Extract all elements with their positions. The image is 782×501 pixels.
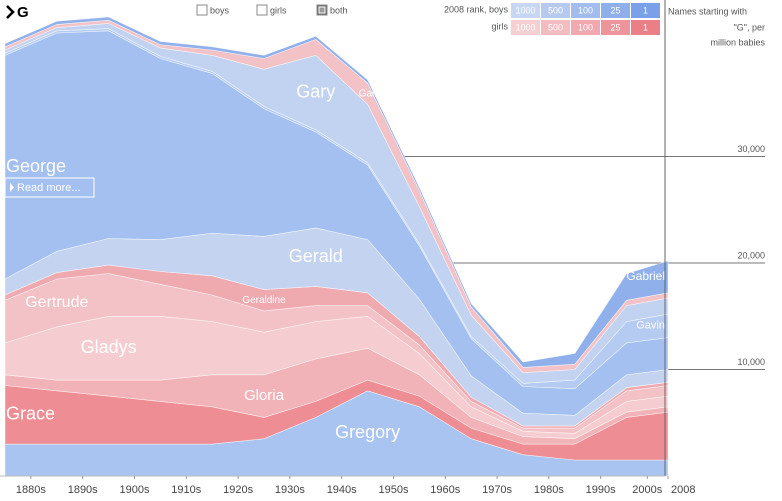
- series-label: Gertrude: [25, 294, 88, 311]
- rank-value[interactable]: 1: [643, 22, 648, 32]
- x-tick-label: 1900s: [120, 484, 150, 496]
- y-tick-label: 30,000: [737, 144, 765, 154]
- x-tick-label: 2008: [671, 484, 695, 496]
- series-label: Geraldine: [242, 295, 286, 306]
- series-label: Gregory: [335, 422, 400, 442]
- x-tick-label: 1890s: [68, 484, 98, 496]
- series-label: George: [6, 156, 66, 176]
- rank-value[interactable]: 1000: [515, 5, 535, 15]
- y-tick-label: 20,000: [737, 250, 765, 260]
- filter-label[interactable]: boys: [210, 5, 230, 15]
- series-label: Gary: [296, 81, 335, 101]
- units-note: million babies: [710, 37, 765, 47]
- x-tick-label: 1990s: [586, 484, 616, 496]
- filter-checkbox[interactable]: [196, 4, 208, 16]
- series-label: Gerald: [289, 246, 343, 266]
- search-text[interactable]: G: [17, 4, 29, 21]
- filter-checkbox[interactable]: [256, 4, 268, 16]
- checkbox-inner: [318, 6, 326, 14]
- rank-box[interactable]: [571, 20, 600, 35]
- x-tick-label: 1940s: [327, 484, 357, 496]
- x-tick-label: 1950s: [378, 484, 408, 496]
- rank-box[interactable]: [511, 3, 540, 18]
- x-tick-label: 1960s: [430, 484, 460, 496]
- rank-value[interactable]: 100: [578, 5, 593, 15]
- rank-box[interactable]: [601, 20, 630, 35]
- filter-label[interactable]: both: [330, 5, 348, 15]
- rank-label: 2008 rank, boys: [444, 4, 509, 14]
- read-more-button[interactable]: Read more...: [4, 177, 95, 198]
- read-more-arrow: [10, 183, 14, 192]
- units-note: Names starting with: [668, 6, 747, 16]
- y-tick-label: 10,000: [737, 357, 765, 367]
- rank-value[interactable]: 500: [548, 5, 563, 15]
- series-label: Grace: [6, 404, 55, 424]
- rank-box[interactable]: [571, 3, 600, 18]
- units-note: "G", per: [734, 22, 765, 32]
- rank-box[interactable]: [631, 20, 660, 35]
- filter-label[interactable]: girls: [270, 5, 287, 15]
- x-tick-label: 1970s: [482, 484, 512, 496]
- rank-label: girls: [491, 21, 508, 31]
- rank-value[interactable]: 25: [610, 22, 620, 32]
- read-more-label[interactable]: Read more...: [17, 182, 81, 194]
- x-tick-label: 1930s: [275, 484, 305, 496]
- area: [4, 16, 669, 368]
- rank-value[interactable]: 25: [610, 5, 620, 15]
- rank-value[interactable]: 500: [548, 22, 563, 32]
- rank-box[interactable]: [541, 3, 570, 18]
- rank-value[interactable]: 1: [643, 5, 648, 15]
- series-label: Gabriel: [626, 269, 665, 283]
- series-label: Gladys: [81, 337, 137, 357]
- x-tick-label: 1920s: [223, 484, 253, 496]
- series-label: Gail: [359, 88, 377, 99]
- rank-box[interactable]: [511, 20, 540, 35]
- rank-box[interactable]: [601, 3, 630, 18]
- series-label: Gavin: [636, 320, 665, 332]
- rank-value[interactable]: 1000: [515, 22, 535, 32]
- series-label: Gloria: [244, 387, 285, 404]
- x-tick-label: 2000s: [632, 484, 662, 496]
- rank-value[interactable]: 100: [578, 22, 593, 32]
- x-tick-label: 1880s: [16, 484, 46, 496]
- rank-box[interactable]: [631, 3, 660, 18]
- read-more-box[interactable]: [4, 177, 95, 198]
- x-tick-label: 1980s: [534, 484, 564, 496]
- x-tick-label: 1910s: [171, 484, 201, 496]
- rank-box[interactable]: [541, 20, 570, 35]
- prompt-icon: [6, 5, 15, 19]
